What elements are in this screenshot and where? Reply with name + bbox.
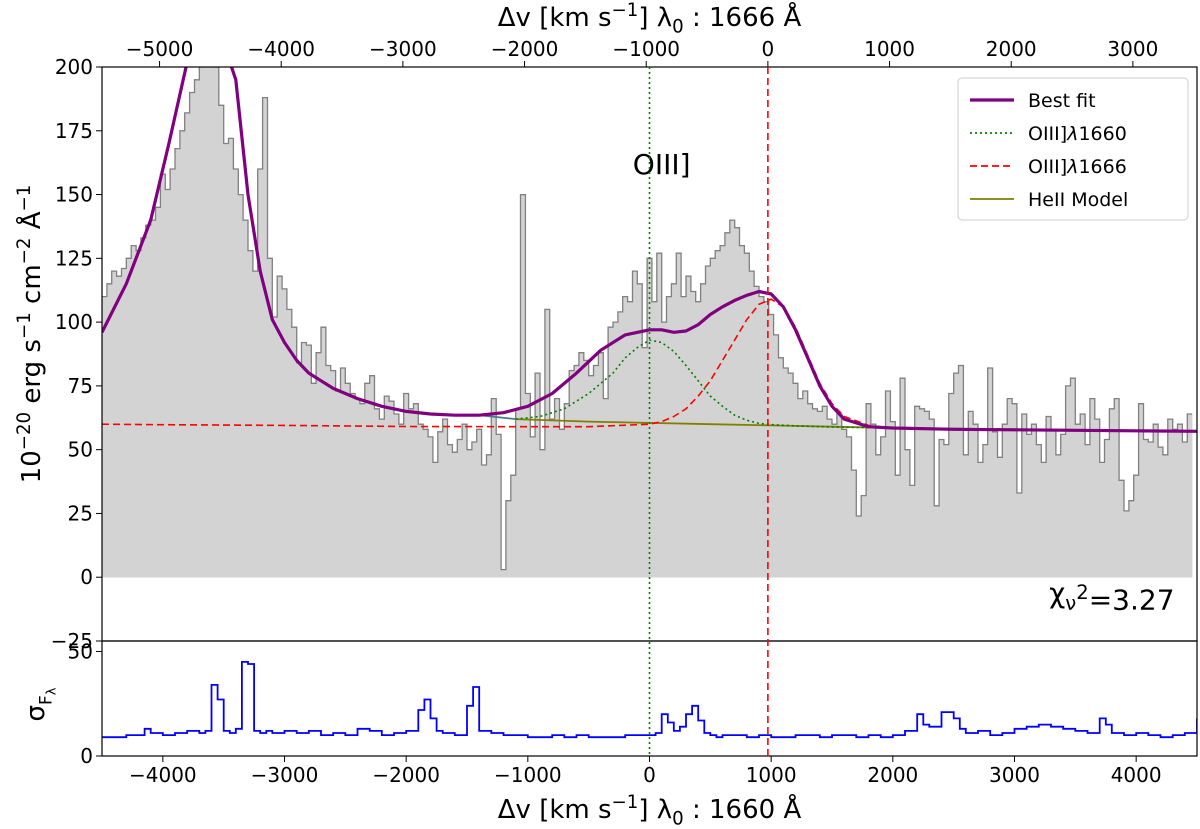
xtick-label: 3000 <box>989 763 1040 787</box>
legend-box <box>957 77 1189 221</box>
sigma-steps <box>102 661 1197 739</box>
top-axis-label-part: ] λ <box>638 3 672 33</box>
xtick-label: −1000 <box>494 763 562 787</box>
bottom-axis-label: Δv [km s−1] λ0 : 1660 Å <box>498 792 802 829</box>
annotation-chi2-part: χ <box>1049 577 1065 610</box>
top-xtick-label: −3000 <box>369 37 437 61</box>
y-axis-label: 10−20 erg s−1 cm−2 Å−1 <box>14 185 47 484</box>
top-axis-label-part: : 1666 Å <box>684 1 802 33</box>
legend-label-part: OIII] <box>1028 156 1067 178</box>
error-plot-area <box>102 661 1197 739</box>
bottom-axis-label-part: Δv [km s <box>498 795 612 825</box>
annotation-chi2-part: ν <box>1065 592 1076 615</box>
y-axis-label-part: −1 <box>14 185 35 212</box>
bottom-axis-label-part: ] λ <box>638 795 672 825</box>
ytick-label: 125 <box>55 246 93 270</box>
err-ytick-label: 50 <box>68 639 93 663</box>
main-plot-area <box>102 67 1197 578</box>
ytick-label: 75 <box>68 374 93 398</box>
ytick-label: −25 <box>51 629 93 653</box>
y-axis-label-part: erg s <box>17 339 47 412</box>
error-y-axis-label-part: λ <box>45 687 60 695</box>
top-axis-label-part: −1 <box>612 0 639 21</box>
xtick-label: 2000 <box>867 763 918 787</box>
legend-label-part: λ <box>1066 156 1078 178</box>
y-axis-label-part: −20 <box>14 412 35 450</box>
top-axis-label-part: Δv [km s <box>498 3 612 33</box>
ytick-label: 100 <box>55 310 93 334</box>
y-axis-label-part: 10 <box>17 450 47 483</box>
flux-histogram-edge <box>102 67 1193 571</box>
xtick-label: 0 <box>643 763 656 787</box>
legend-label-0: Best fit <box>1028 90 1096 112</box>
legend-label-part: λ <box>1066 123 1078 145</box>
y-axis-label-part: −1 <box>14 312 35 339</box>
error-y-axis-label-part: F <box>36 695 56 705</box>
error-y-axis-label-part: σ <box>21 705 51 721</box>
xtick-label: 4000 <box>1111 763 1162 787</box>
legend-label-part: 1660 <box>1078 123 1126 145</box>
legend-label-part: OIII] <box>1028 123 1067 145</box>
ytick-label: 150 <box>55 183 93 207</box>
bottom-axis-label-part: −1 <box>612 792 639 813</box>
err-ytick-label: 0 <box>80 744 93 768</box>
legend-label-part: HeII Model <box>1028 189 1128 211</box>
legend-label-part: 1666 <box>1078 156 1126 178</box>
top-axis-label: Δv [km s−1] λ0 : 1666 Å <box>498 0 802 37</box>
series-0 <box>102 67 1197 433</box>
xtick-label: −4000 <box>129 763 197 787</box>
main-panel: −25 0 25 50 75 100 125 150 175 200 −5000 −4000 −3000… <box>51 37 1198 653</box>
legend-label-3: HeII Model <box>1028 189 1128 211</box>
annotation-oiii: OIII] <box>633 148 691 181</box>
ytick-label: 50 <box>68 438 93 462</box>
top-axis-label-part: 0 <box>672 16 684 37</box>
legend-label-2: OIII]λ1666 <box>1028 156 1127 178</box>
annotation-chi2: χν2=3.27 <box>1049 577 1174 617</box>
top-xtick-label: −2000 <box>491 37 559 61</box>
ytick-label: 175 <box>55 119 93 143</box>
top-xtick-label: 3000 <box>1107 37 1158 61</box>
error-panel: 0 50 −4000 −3000 −2000 −1000 0 1000 2000 3000 4000 <box>68 639 1198 787</box>
bottom-axis-label-part: : 1660 Å <box>684 793 802 825</box>
annotation-chi2-part: =3.27 <box>1089 584 1175 617</box>
y-axis-label-part: Å <box>15 211 47 237</box>
legend-label-1: OIII]λ1660 <box>1028 123 1127 145</box>
top-xtick-label: −5000 <box>126 37 194 61</box>
ytick-label: 200 <box>55 55 93 79</box>
bottom-axis-label-part: 0 <box>672 808 684 829</box>
xtick-label: 1000 <box>746 763 797 787</box>
annotation-chi2-part: 2 <box>1076 581 1088 604</box>
ytick-label: 25 <box>68 501 93 525</box>
axis-labels: Δv [km s−1] λ0 : 1666 ÅΔv [km s−1] λ0 : … <box>14 0 801 829</box>
top-xtick-label: 2000 <box>986 37 1037 61</box>
ytick-label: 0 <box>80 565 93 589</box>
legend-label-part: Best fit <box>1028 90 1096 112</box>
xtick-label: −2000 <box>372 763 440 787</box>
top-xtick-label: −1000 <box>612 37 680 61</box>
top-xtick-label: 0 <box>762 37 775 61</box>
y-axis-label-part: cm <box>17 264 47 312</box>
top-xtick-label: −4000 <box>247 37 315 61</box>
y-axis-label-part: −2 <box>14 238 35 265</box>
xtick-label: −3000 <box>251 763 319 787</box>
top-xtick-label: 1000 <box>864 37 915 61</box>
error-y-axis-label: σFλ <box>21 687 60 721</box>
